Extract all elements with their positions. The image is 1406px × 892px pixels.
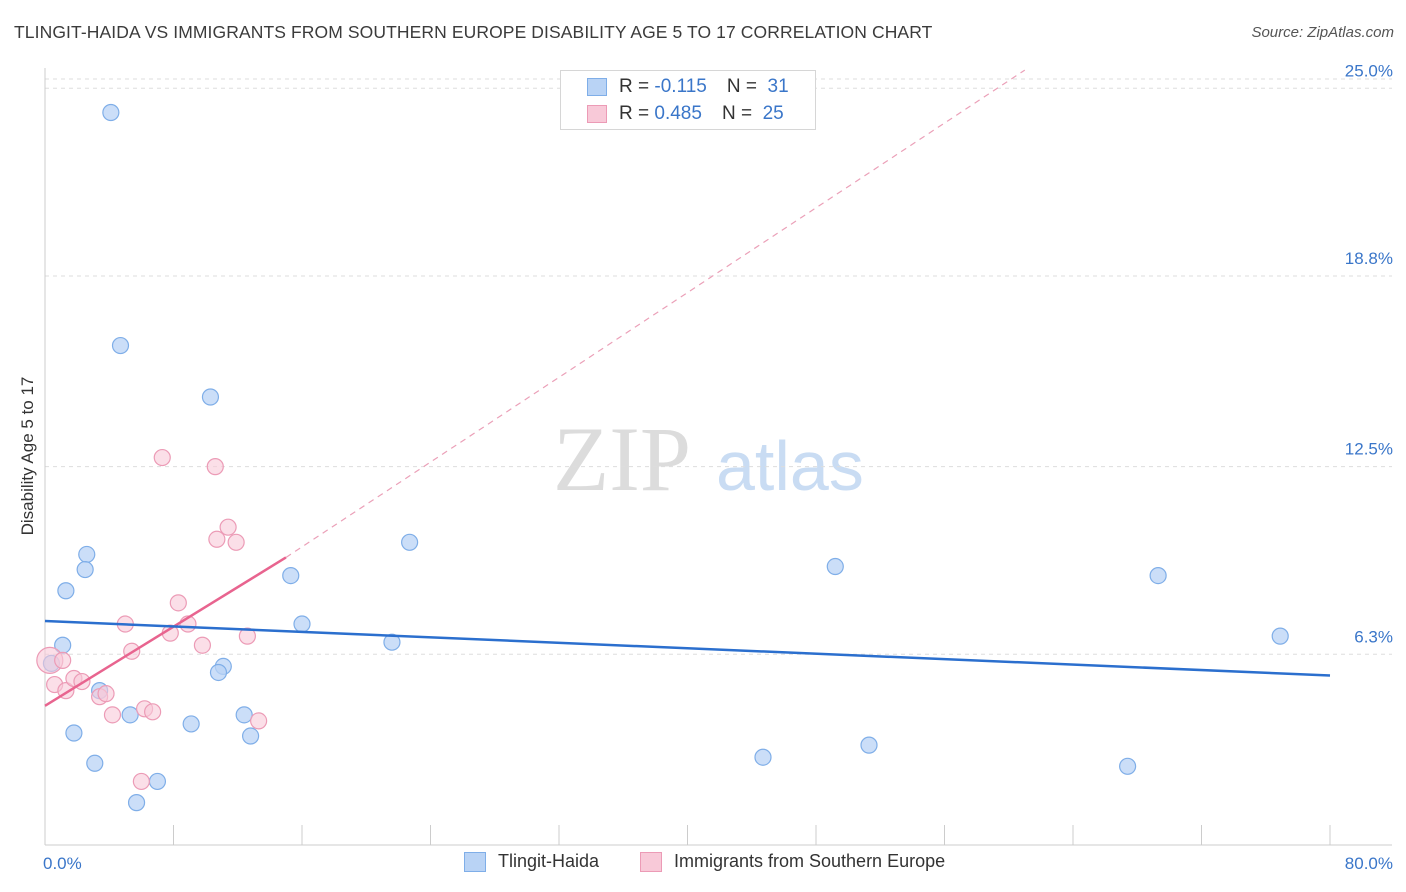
chart-title: TLINGIT-HAIDA VS IMMIGRANTS FROM SOUTHER… [14,22,933,42]
x-tick-label-min: 0.0% [43,854,82,873]
series1-trend [44,556,1331,707]
southern-europe-point [169,594,187,612]
tlingit-haida-point [78,545,96,564]
legend-n-value-1: 31 [767,76,789,97]
tlingit-haida-point [293,615,311,633]
tlingit-haida-point [127,794,146,812]
legend-n-label-2: N = [721,103,753,124]
legend-n-label-1: N = [726,76,757,97]
legend-row-series2: R = 0.485 N = 25 [587,102,784,126]
tlingit-haida-point [826,557,844,576]
legend-r-value-2: 0.485 [654,103,702,124]
tlingit-haida-point [1271,627,1289,645]
x-tick-label-max: 80.0% [1345,854,1393,873]
watermark-zip: ZIP [553,408,691,510]
tlingit-haida-point [65,724,83,742]
southern-europe-point [206,458,224,476]
tlingit-haida-point [1149,567,1167,585]
tlingit-haida-point [201,388,220,406]
southern-europe-point [153,448,171,467]
tlingit-haida-point [401,533,419,551]
southern-europe-point [54,651,72,669]
legend-item-tlingit-haida: Tlingit-Haida [464,851,599,872]
tlingit-haida-point [860,736,878,754]
tlingit-haida-point [57,582,75,600]
legend-r-label-2: R = [619,103,650,124]
southern-europe-point [238,627,256,645]
tlingit-haida-point [86,754,104,772]
southern-europe-point [97,685,115,703]
watermark-atlas: atlas [716,427,864,505]
legend-r-value-1: -0.115 [654,76,707,97]
correlation-legend: R = -0.115 N = 31 R = 0.485 N = 25 [560,70,816,130]
tlingit-haida-point [235,706,253,724]
legend-r-label-1: R = [619,76,650,97]
legend-n-value-2: 25 [762,103,784,124]
tlingit-haida-point [121,706,139,724]
legend-label-tlingit-haida: Tlingit-Haida [498,851,600,871]
axes [44,68,1392,846]
series2-trend-solid [44,556,287,707]
legend-swatch-tlingit-haida [464,851,486,872]
series1-trend-line [44,619,1331,677]
tlingit-haida-point [76,560,94,579]
y-tick-label: 25.0% [1345,61,1393,80]
tlingit-haida-point [754,748,772,766]
tick-labels: 6.3% 12.5% 18.8% 25.0% 0.0% 80.0% [43,61,1393,873]
tlingit-haida-point [148,772,167,791]
y-tick-label: 18.8% [1345,249,1393,268]
series-legend: Tlingit-Haida Immigrants from Southern E… [0,851,1406,877]
series2-trend [285,69,1026,558]
tlingit-haida-point [383,633,401,651]
source-label: Source: ZipAtlas.com [1251,24,1394,41]
southern-europe-point [103,706,122,724]
tlingit-haida-point [111,336,130,355]
legend-row-series1: R = -0.115 N = 31 [587,75,789,99]
southern-europe-point [144,703,162,721]
legend-swatch-series2 [587,105,607,123]
y-tick-label: 6.3% [1354,627,1393,646]
legend-swatch-southern-europe [640,851,662,872]
southern-europe-point [250,712,268,730]
legend-swatch-series1 [587,78,607,96]
grid-lines [45,78,1392,655]
southern-europe-point [208,530,226,548]
tlingit-haida-point [242,727,260,745]
legend-item-southern-europe: Immigrants from Southern Europe [640,851,945,872]
southern-europe-point [227,533,245,551]
southern-europe-point [193,636,212,654]
y-axis-label: Disability Age 5 to 17 [18,376,37,536]
y-tick-label: 12.5% [1345,440,1393,459]
series2-trend-dashed [285,69,1026,558]
watermark: ZIP atlas [553,408,864,510]
southern-europe-point [132,772,150,791]
tlingit-haida-point [282,567,300,585]
legend-label-southern-europe: Immigrants from Southern Europe [674,851,946,871]
tlingit-haida-point [1119,757,1137,775]
tlingit-haida-point [182,715,200,733]
tlingit-haida-point [102,103,120,122]
southern-europe-point [219,518,237,536]
tlingit-haida-point [209,663,228,682]
